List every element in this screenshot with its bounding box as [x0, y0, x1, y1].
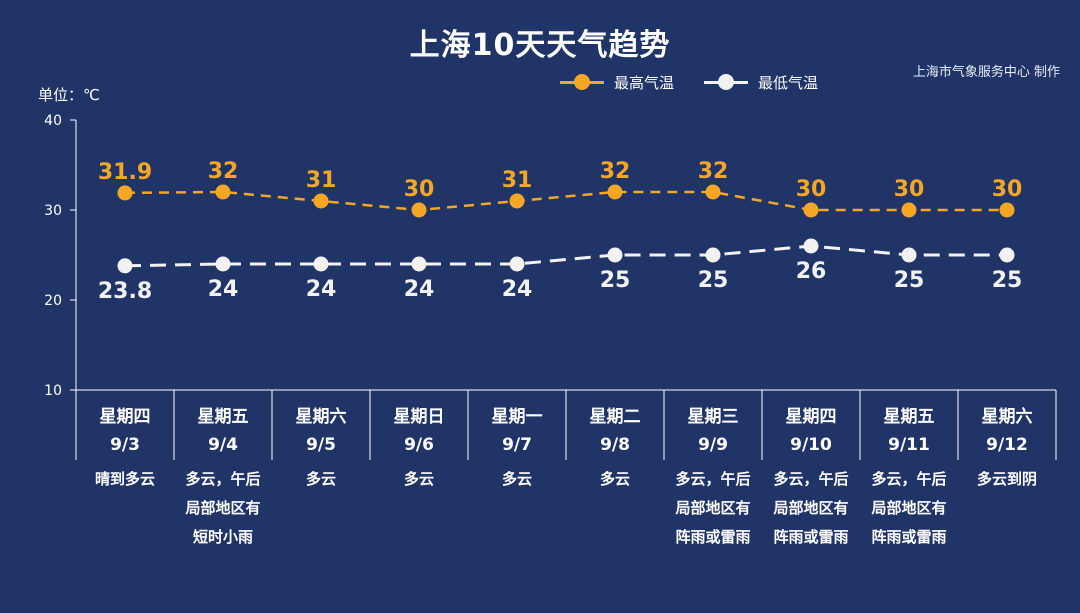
x-label-date: 9/6	[404, 435, 434, 455]
high-temp-point	[411, 202, 427, 218]
high-temp-data-label: 31	[306, 168, 337, 193]
x-label-date: 9/11	[888, 435, 930, 455]
high-temp-data-label: 30	[796, 177, 827, 202]
low-temp-data-label: 24	[306, 277, 337, 302]
low-temp-data-label: 26	[796, 259, 827, 284]
weather-description-line: 阵雨或雷雨	[773, 528, 848, 546]
y-axis-unit-label: 单位：℃	[38, 86, 100, 104]
high-temp-point	[215, 184, 231, 200]
low-temp-point	[509, 256, 525, 272]
high-temp-point	[803, 202, 819, 218]
weather-description-line: 短时小雨	[193, 528, 253, 546]
weather-description-line: 多云到阴	[977, 470, 1037, 488]
high-temp-point	[117, 185, 133, 201]
legend-item-high: 最高气温	[560, 72, 674, 93]
low-temp-point	[999, 247, 1015, 263]
y-tick-label: 10	[44, 383, 62, 399]
low-temp-point	[117, 258, 133, 274]
legend-dot-low	[718, 74, 735, 90]
high-temp-data-label: 32	[600, 159, 631, 184]
high-temp-data-label: 31.9	[98, 160, 152, 185]
low-temp-data-label: 25	[992, 268, 1023, 293]
high-temp-line	[124, 190, 1007, 212]
weather-description-line: 局部地区有	[184, 499, 260, 517]
high-temp-point	[901, 202, 917, 218]
legend-swatch-high	[560, 74, 604, 90]
weather-description-line: 多云	[502, 470, 532, 488]
legend-label-high: 最高气温	[614, 73, 675, 92]
low-temp-data-label: 24	[404, 277, 435, 302]
legend-label-low: 最低气温	[758, 73, 819, 92]
weather-description-line: 多云，午后	[773, 470, 848, 488]
legend-swatch-low	[704, 74, 749, 90]
high-temp-point	[607, 184, 623, 200]
low-temp-data-label: 24	[208, 277, 239, 302]
x-label-date: 9/4	[208, 435, 238, 455]
high-temp-point	[705, 184, 721, 200]
chart-legend: 最高气温 最低气温	[560, 70, 848, 94]
legend-dot-high	[574, 74, 590, 90]
source-credit: 上海市气象服务中心 制作	[912, 65, 1060, 80]
low-temp-data-label: 24	[502, 277, 533, 302]
x-label-date: 9/8	[600, 435, 630, 455]
x-label-weekday: 星期六	[982, 406, 1033, 427]
low-temp-data-label: 25	[698, 268, 729, 293]
x-label-date: 9/10	[790, 435, 832, 455]
x-label-date: 9/9	[698, 435, 728, 455]
weather-description-line: 阵雨或雷雨	[871, 528, 946, 546]
weather-description-line: 多云	[306, 470, 336, 488]
high-temp-data-label: 32	[208, 159, 239, 184]
x-label-date: 9/3	[110, 435, 140, 455]
weather-description-line: 局部地区有	[674, 499, 750, 517]
x-label-weekday: 星期四	[100, 407, 151, 427]
low-temp-point	[313, 256, 329, 272]
y-tick-label: 40	[44, 113, 62, 129]
y-tick-label: 20	[44, 293, 62, 309]
low-temp-data-label: 23.8	[98, 279, 152, 304]
y-tick-label: 30	[44, 203, 62, 219]
low-temp-point	[803, 238, 819, 254]
high-temp-data-label: 30	[992, 177, 1023, 202]
high-temp-point	[999, 202, 1015, 218]
x-label-weekday: 星期五	[198, 407, 249, 427]
low-temp-point	[607, 247, 623, 263]
x-label-date: 9/5	[306, 435, 336, 455]
x-label-weekday: 星期二	[590, 407, 641, 427]
high-temp-data-label: 30	[404, 177, 435, 202]
chart-title: 上海10天天气趋势	[409, 28, 671, 63]
x-label-weekday: 星期六	[296, 406, 347, 427]
legend-item-low: 最低气温	[704, 72, 818, 93]
weather-description-line: 局部地区有	[772, 499, 848, 517]
x-label-weekday: 星期三	[688, 407, 739, 427]
x-label-weekday: 星期日	[394, 407, 445, 427]
weather-description-line: 多云	[404, 470, 434, 488]
low-temp-data-label: 25	[894, 268, 925, 293]
weather-description-line: 多云，午后	[675, 470, 750, 488]
low-temp-point	[705, 247, 721, 263]
x-label-weekday: 星期五	[884, 407, 935, 427]
low-temp-point	[901, 247, 917, 263]
weather-description-line: 多云，午后	[871, 470, 946, 488]
low-temp-line	[124, 244, 1007, 268]
weather-description-line: 晴到多云	[95, 470, 155, 488]
weather-description-line: 局部地区有	[870, 499, 946, 517]
high-temp-data-label: 32	[698, 159, 729, 184]
high-temp-point	[509, 193, 525, 209]
low-temp-point	[411, 256, 427, 272]
weather-description-line: 多云，午后	[185, 470, 260, 488]
x-label-weekday: 星期一	[492, 407, 543, 427]
weather-description-line: 多云	[600, 470, 630, 488]
x-label-weekday: 星期四	[786, 407, 837, 427]
low-temp-data-label: 25	[600, 268, 631, 293]
high-temp-data-label: 31	[502, 168, 533, 193]
x-label-date: 9/7	[502, 435, 532, 455]
high-temp-data-label: 30	[894, 177, 925, 202]
low-temp-point	[215, 256, 231, 272]
high-temp-point	[313, 193, 329, 209]
weather-description-line: 阵雨或雷雨	[675, 528, 750, 546]
x-label-date: 9/12	[986, 435, 1028, 455]
